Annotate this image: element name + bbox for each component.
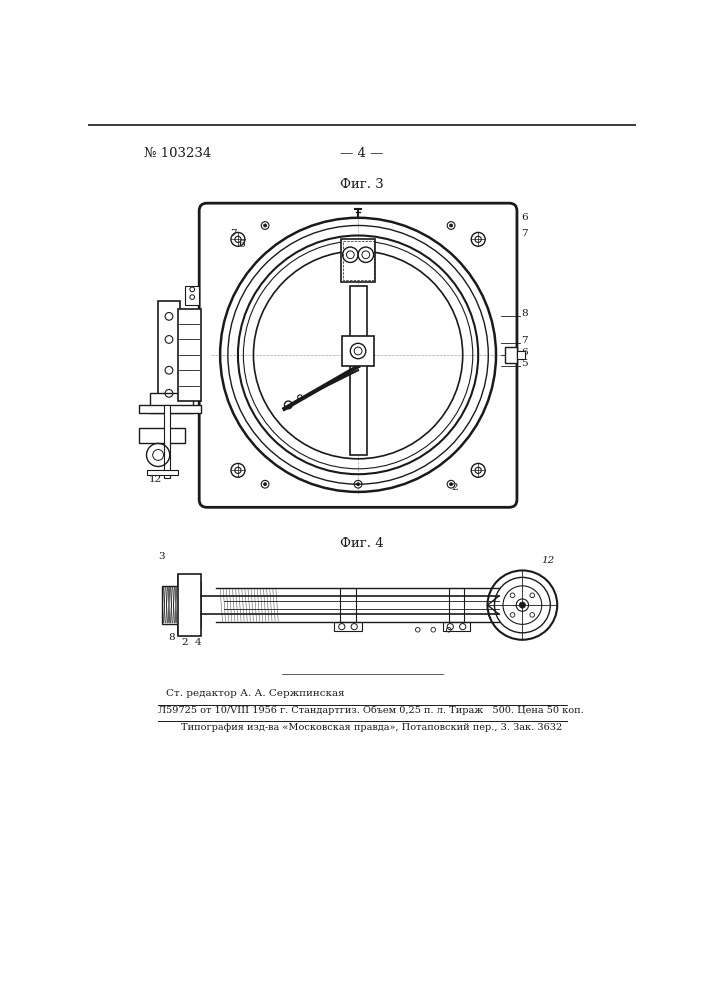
Bar — [146, 470, 177, 475]
Circle shape — [220, 218, 496, 492]
Text: 7: 7 — [230, 229, 237, 237]
Circle shape — [488, 570, 557, 640]
Circle shape — [238, 235, 478, 474]
Bar — [517, 351, 525, 359]
Bar — [162, 586, 179, 624]
Text: 4: 4 — [351, 460, 357, 468]
Text: Типография изд-ва «Московская правда», Потаповский пер., 3. Зак. 3632: Типография изд-ва «Московская правда», П… — [182, 723, 563, 732]
Bar — [340, 588, 356, 622]
Circle shape — [503, 586, 542, 624]
Circle shape — [494, 577, 550, 633]
Circle shape — [516, 599, 529, 611]
Circle shape — [264, 224, 267, 227]
Bar — [192, 582, 201, 628]
Text: Л59725 от 10/VIII 1956 г. Стандартгиз. Объем 0,25 п. л. Тираж   500. Цена 50 коп: Л59725 от 10/VIII 1956 г. Стандартгиз. О… — [158, 705, 584, 715]
Text: 5: 5 — [521, 359, 527, 368]
Text: Фиг. 4: Фиг. 4 — [340, 537, 384, 550]
Bar — [163, 405, 170, 478]
FancyBboxPatch shape — [199, 203, 517, 507]
Text: 11: 11 — [381, 282, 395, 291]
Text: 8: 8 — [521, 309, 527, 318]
Text: 2: 2 — [182, 638, 188, 647]
Bar — [139, 405, 201, 413]
Circle shape — [450, 224, 452, 227]
Bar — [158, 301, 180, 409]
Text: 12: 12 — [149, 475, 162, 484]
Bar — [139, 428, 185, 443]
Text: 8: 8 — [168, 633, 175, 642]
Text: № 103234: № 103234 — [144, 147, 211, 160]
Text: Фиг. 3: Фиг. 3 — [340, 178, 384, 191]
Bar — [449, 588, 464, 622]
Bar — [341, 239, 375, 282]
Text: Ст. редактор А. А. Сержпинская: Ст. редактор А. А. Сержпинская — [166, 689, 344, 698]
Text: 4: 4 — [194, 638, 201, 647]
Text: 12: 12 — [542, 556, 555, 565]
Text: 6: 6 — [521, 348, 527, 357]
Bar — [349, 286, 367, 455]
Bar — [177, 309, 201, 401]
Text: 9: 9 — [296, 417, 303, 426]
Text: 3: 3 — [158, 552, 165, 561]
Text: 6: 6 — [238, 240, 245, 249]
Bar — [185, 286, 199, 305]
Bar — [177, 574, 201, 636]
Bar — [334, 622, 362, 631]
Text: 2: 2 — [451, 483, 457, 492]
Bar — [177, 576, 193, 634]
Bar — [151, 393, 193, 413]
Text: — 4 —: — 4 — — [340, 147, 384, 160]
Text: 10: 10 — [381, 344, 395, 353]
Circle shape — [356, 483, 360, 486]
Bar — [443, 622, 470, 631]
Bar — [343, 241, 373, 280]
Bar — [341, 336, 374, 366]
Bar — [506, 347, 517, 363]
Text: 7: 7 — [521, 229, 527, 237]
Circle shape — [264, 483, 267, 486]
Circle shape — [228, 225, 489, 484]
Text: 7: 7 — [521, 336, 527, 345]
Circle shape — [243, 241, 473, 469]
Circle shape — [450, 483, 452, 486]
Circle shape — [519, 602, 525, 608]
Text: 6: 6 — [521, 213, 527, 222]
Circle shape — [253, 251, 462, 459]
